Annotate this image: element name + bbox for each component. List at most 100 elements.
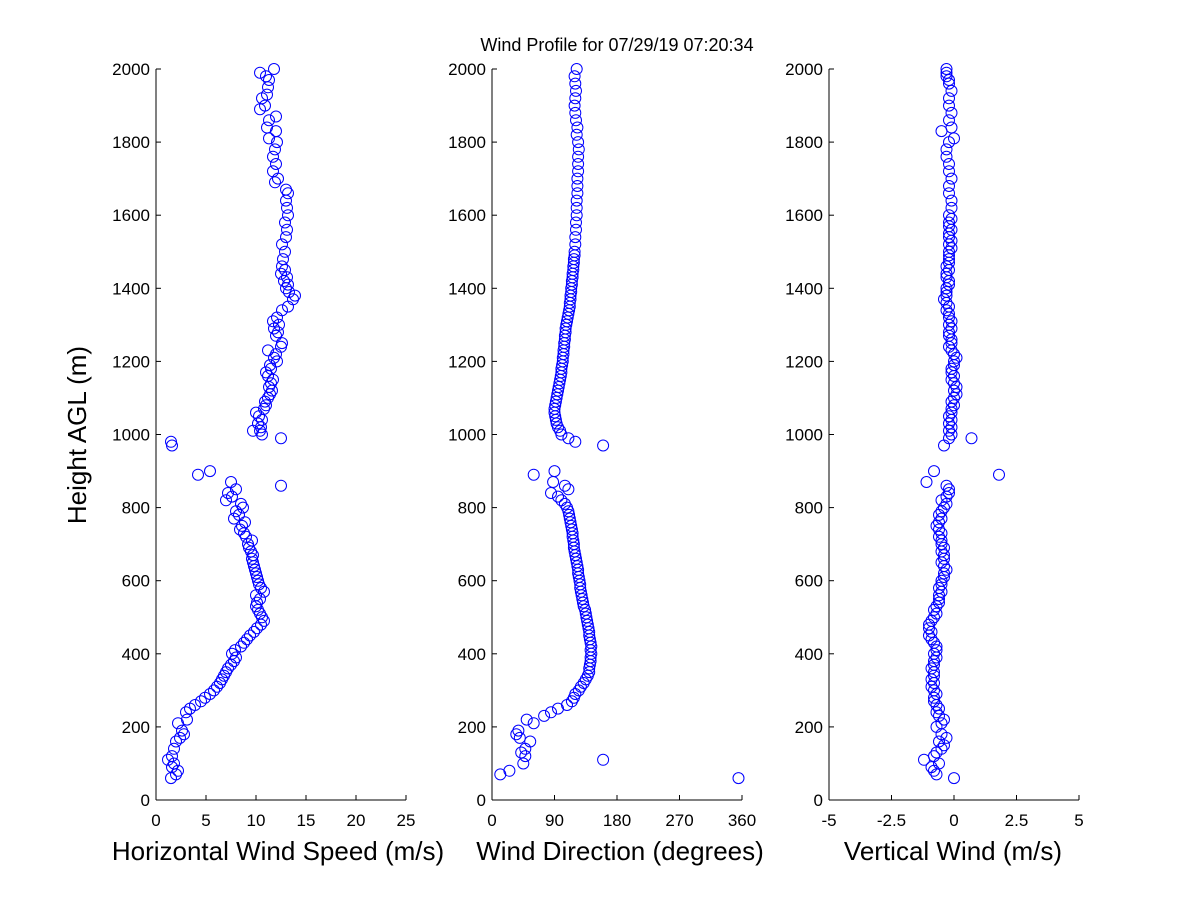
vertical-data-point — [928, 465, 940, 478]
direction-y-tick-label: 2000 — [448, 60, 486, 79]
speed-data-point — [283, 286, 295, 298]
speed-y-tick-label: 400 — [122, 645, 150, 664]
vertical-data-point — [943, 165, 955, 178]
speed-data-point — [267, 315, 279, 328]
speed-data-point — [225, 476, 237, 488]
vertical-x-tick-label: -5 — [821, 811, 836, 830]
direction-data-point — [572, 150, 585, 163]
speed-data-point — [249, 563, 261, 576]
speed-data-point — [260, 70, 272, 83]
vertical-data-point — [938, 501, 950, 514]
speed-data-point — [226, 490, 238, 503]
vertical-data-point — [993, 468, 1005, 481]
speed-data-point — [279, 245, 291, 258]
vertical-data-point — [945, 242, 958, 255]
speed-y-tick-label: 1800 — [112, 133, 150, 152]
speed-y-tick-label: 1400 — [112, 279, 150, 298]
vertical-data-point — [928, 750, 940, 763]
direction-data-point — [570, 114, 582, 127]
vertical-data-point — [945, 322, 958, 335]
speed-data-point — [275, 479, 287, 492]
direction-data-point — [569, 435, 582, 448]
speed-data-point — [226, 647, 238, 660]
vertical-data-point — [925, 614, 938, 627]
speed-data-point — [259, 395, 271, 408]
speed-panel: 0 200 400 600 800 1000 1200 1400 1600 1800 2000 0 5 1… — [112, 60, 444, 866]
vertical-data-point — [943, 483, 955, 496]
vertical-data-point — [928, 647, 940, 660]
direction-data-point — [572, 136, 585, 149]
speed-data-point — [248, 625, 260, 638]
speed-data-point — [252, 574, 264, 587]
vertical-data-point — [945, 366, 958, 379]
speed-data-point — [166, 439, 178, 452]
speed-data-point — [276, 260, 288, 273]
vertical-data-point — [940, 70, 953, 83]
speed-data-point — [251, 571, 263, 583]
vertical-y-tick-label: 600 — [795, 572, 823, 591]
speed-data-point — [239, 516, 251, 529]
speed-x-axis-label: Horizontal Wind Speed (m/s) — [112, 836, 444, 866]
speed-data-point — [272, 172, 284, 185]
speed-data-point — [271, 355, 283, 368]
vertical-y-tick-label: 1800 — [785, 133, 823, 152]
vertical-data-point — [945, 402, 958, 415]
vertical-data-point — [928, 764, 940, 777]
vertical-data-point — [943, 432, 955, 445]
speed-data-point — [195, 695, 207, 708]
direction-data-point — [567, 253, 580, 266]
vertical-x-tick-label: 5 — [1074, 811, 1083, 830]
vertical-data-point — [940, 143, 953, 156]
vertical-y-tick-label: 1200 — [785, 352, 823, 371]
speed-data-point — [276, 304, 288, 317]
speed-data-point — [189, 699, 201, 711]
speed-x-tick-label: 25 — [397, 811, 416, 830]
direction-data-point — [568, 245, 581, 258]
vertical-data-point — [938, 541, 950, 554]
vertical-data-point — [940, 286, 953, 298]
speed-data-point — [168, 757, 180, 770]
vertical-y-tick-label: 0 — [814, 791, 823, 810]
direction-data-point — [571, 172, 584, 185]
speed-data-point — [263, 74, 275, 86]
direction-x-axis-label: Wind Direction (degrees) — [476, 836, 764, 866]
direction-data-point — [563, 508, 576, 521]
speed-data-point — [262, 344, 274, 357]
speed-data-point — [222, 662, 234, 675]
vertical-data-point — [943, 300, 955, 313]
speed-y-tick-label: 1200 — [112, 352, 150, 371]
speed-x-tick-label: 20 — [347, 811, 366, 830]
vertical-data-point — [940, 289, 953, 302]
direction-data-point — [569, 238, 582, 251]
speed-y-tick-label: 200 — [122, 718, 150, 737]
speed-data-point — [168, 742, 180, 755]
speed-data-point — [264, 359, 276, 372]
speed-data-point — [282, 278, 294, 291]
figure-title: Wind Profile for 07/29/19 07:20:34 — [480, 35, 753, 55]
direction-x-tick-label: 0 — [487, 811, 496, 830]
vertical-data-point — [935, 574, 948, 587]
speed-data-point — [208, 684, 220, 697]
speed-data-point — [281, 223, 293, 236]
vertical-data-point — [925, 633, 938, 646]
speed-data-point — [238, 636, 250, 649]
direction-y-tick-label: 1200 — [448, 352, 486, 371]
vertical-data-point — [933, 508, 945, 521]
speed-data-point — [269, 143, 281, 156]
speed-data-point — [204, 688, 216, 700]
vertical-data-point — [950, 388, 963, 401]
speed-data-point — [281, 201, 293, 214]
speed-data-point — [254, 424, 266, 437]
vertical-data-point — [943, 307, 955, 320]
speed-data-point — [280, 194, 292, 207]
direction-data-point — [527, 468, 540, 481]
speed-data-point — [176, 724, 188, 737]
vertical-data-point — [930, 768, 943, 781]
vertical-data-point — [940, 66, 953, 79]
speed-y-tick-label: 2000 — [112, 60, 150, 79]
direction-panel: 0 200 400 600 800 1000 1200 1400 1600 1800 2000 0 90… — [448, 60, 764, 866]
speed-data-point — [261, 121, 273, 134]
vertical-data-point — [948, 355, 960, 368]
speed-data-point — [268, 63, 280, 75]
speed-x-tick-label: 15 — [297, 811, 316, 830]
